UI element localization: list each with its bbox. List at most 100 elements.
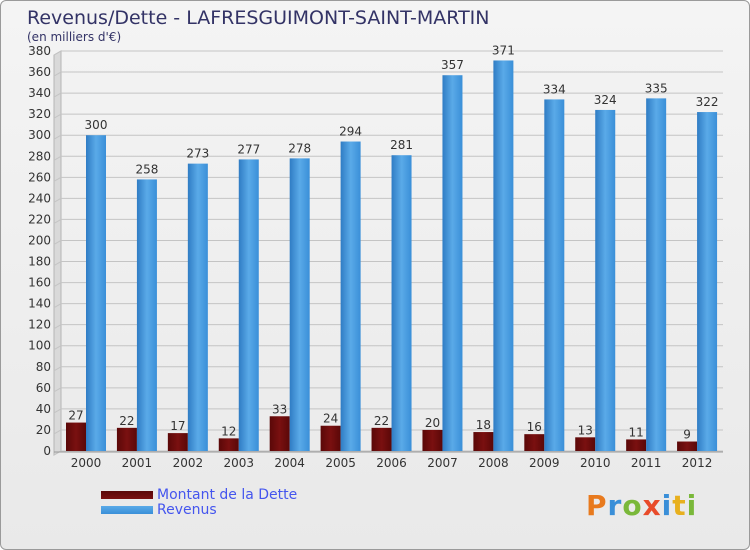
bar-dette-2009: [524, 434, 545, 451]
logo-letter: P: [586, 489, 608, 522]
y-tick-label: 0: [43, 444, 51, 458]
data-label-dette-2006: 22: [374, 414, 389, 428]
y-tick-label: 340: [28, 86, 51, 100]
logo-letter: t: [672, 489, 687, 522]
bar-dette-2005: [320, 425, 341, 451]
grid-line-wall: [53, 408, 62, 414]
grid-line-wall: [53, 240, 62, 245]
data-label-dette-2008: 18: [476, 418, 491, 432]
data-label-dette-2005: 24: [323, 412, 338, 426]
grid-line-wall: [53, 345, 62, 351]
y-tick-label: 300: [28, 128, 51, 142]
bar-revenus-2006: [391, 155, 412, 452]
y-tick-label: 200: [28, 233, 51, 247]
data-label-dette-2010: 13: [578, 423, 593, 437]
grid-line-wall: [53, 218, 62, 224]
grid-line-wall: [53, 303, 62, 309]
y-tick-label: 180: [28, 255, 51, 269]
y-tick-label: 280: [28, 149, 51, 163]
bar-dette-2006: [371, 427, 392, 451]
data-label-revenus-2004: 278: [288, 141, 311, 155]
data-label-revenus-2005: 294: [339, 125, 362, 139]
data-label-revenus-2012: 322: [696, 95, 719, 109]
grid-line-wall: [53, 176, 62, 182]
bar-dette-2001: [116, 427, 137, 451]
data-label-revenus-2008: 371: [492, 43, 515, 57]
data-label-revenus-2011: 335: [645, 81, 668, 95]
bar-revenus-2000: [86, 135, 106, 452]
x-tick-label-2005: 2005: [325, 456, 356, 470]
y-tick-label: 360: [28, 65, 51, 79]
legend: Montant de la Dette Revenus: [101, 487, 297, 518]
y-tick-label: 240: [28, 191, 51, 205]
x-tick-label-2000: 2000: [71, 456, 102, 470]
grid-line-wall: [53, 50, 62, 56]
x-tick-label-2008: 2008: [478, 456, 509, 470]
bar-dette-2004: [269, 416, 290, 451]
y-tick-label: 160: [28, 276, 51, 290]
data-label-dette-2012: 9: [683, 428, 691, 442]
grid-line-wall: [53, 155, 62, 161]
grid-line-wall: [53, 113, 62, 119]
x-tick-label-2012: 2012: [682, 456, 713, 470]
logo-letter: o: [622, 489, 643, 522]
data-label-dette-2009: 16: [527, 420, 542, 434]
bar-dette-2007: [422, 429, 443, 451]
y-tick-label: 320: [28, 107, 51, 121]
data-label-revenus-2002: 273: [186, 147, 209, 161]
grid-line-wall: [53, 282, 62, 288]
x-tick-label-2011: 2011: [631, 456, 662, 470]
bar-revenus-2010: [595, 109, 616, 452]
y-tick-label: 120: [28, 318, 51, 332]
bar-dette-2012: [677, 441, 698, 451]
bar-dette-2000: [66, 422, 86, 451]
bar-revenus-2003: [238, 159, 259, 451]
x-tick-label-2004: 2004: [274, 456, 305, 470]
legend-label-revenus: Revenus: [157, 501, 217, 518]
data-label-revenus-2006: 281: [390, 138, 413, 152]
data-label-dette-2000: 27: [68, 409, 83, 423]
grid-line-wall: [53, 71, 62, 77]
logo-letter: r: [607, 489, 623, 522]
bar-revenus-2002: [187, 163, 208, 451]
bar-revenus-2004: [289, 158, 310, 452]
data-label-dette-2011: 11: [629, 425, 644, 439]
x-tick-label-2006: 2006: [376, 456, 407, 470]
grid-line-wall: [53, 387, 62, 393]
proxiti-logo: Proxiti: [586, 489, 697, 522]
y-tick-label: 380: [28, 44, 51, 58]
y-tick-label: 260: [28, 170, 51, 184]
y-tick-label: 80: [36, 360, 51, 374]
x-tick-label-2009: 2009: [529, 456, 560, 470]
data-label-revenus-2000: 300: [85, 118, 108, 132]
data-label-revenus-2010: 324: [594, 93, 617, 107]
legend-item-dette: Montant de la Dette: [101, 487, 297, 503]
chart-title: Revenus/Dette - LAFRESGUIMONT-SAINT-MART…: [27, 7, 490, 29]
grid-line-wall: [53, 92, 62, 98]
bar-revenus-2009: [544, 99, 565, 451]
x-tick-label-2001: 2001: [122, 456, 153, 470]
x-tick-label-2007: 2007: [427, 456, 458, 470]
data-label-dette-2002: 17: [170, 419, 185, 433]
bar-dette-2010: [575, 437, 596, 451]
bar-revenus-2012: [697, 112, 718, 451]
y-tick-label: 20: [36, 423, 51, 437]
bar-revenus-2011: [646, 98, 667, 452]
grid-line-wall: [53, 197, 62, 203]
y-tick-label: 140: [28, 297, 51, 311]
bar-revenus-2005: [340, 141, 361, 452]
bar-revenus-2008: [493, 60, 514, 451]
data-label-revenus-2009: 334: [543, 82, 566, 96]
bar-dette-2003: [218, 438, 239, 451]
bar-revenus-2007: [442, 75, 463, 452]
y-tick-label: 40: [36, 402, 51, 416]
grid-line-wall: [53, 261, 62, 266]
bar-dette-2011: [626, 439, 647, 451]
y-tick-label: 60: [36, 381, 51, 395]
legend-swatch-dette: [101, 490, 153, 499]
grid-line-wall: [53, 134, 62, 140]
bar-dette-2002: [167, 433, 188, 451]
y-tick-label: 220: [28, 212, 51, 226]
chart-subtitle: (en milliers d'€): [27, 30, 122, 44]
